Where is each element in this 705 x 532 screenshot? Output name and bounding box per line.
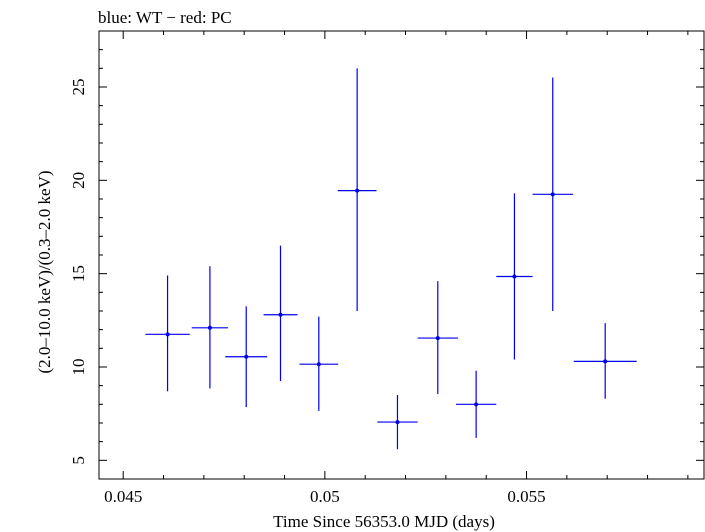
point-marker: [603, 359, 608, 364]
data-point: [337, 68, 377, 311]
data-point: [496, 193, 533, 360]
point-marker: [165, 332, 170, 337]
point-marker: [435, 336, 440, 341]
x-tick-label: 0.045: [104, 487, 142, 506]
data-point: [299, 316, 339, 411]
data-point: [263, 245, 298, 381]
data-point: [455, 370, 497, 438]
x-tick-labels: 0.045 0.05 0.055: [104, 487, 546, 506]
data-point: [573, 323, 637, 399]
data-point: [377, 395, 418, 450]
y-axis-label: (2.0–10.0 keV)/(0.3–2.0 keV): [35, 170, 54, 373]
y-tick-label: 20: [69, 172, 88, 189]
x-axis-label: Time Since 56353.0 MJD (days): [273, 512, 495, 531]
y-tick-label: 15: [69, 265, 88, 282]
point-marker: [316, 362, 321, 367]
axis-ticks: [99, 30, 704, 480]
y-tick-label: 25: [69, 79, 88, 96]
data-point: [225, 306, 268, 408]
point-marker: [278, 312, 283, 317]
x-tick-label: 0.05: [310, 487, 340, 506]
point-marker: [474, 402, 479, 407]
y-tick-label: 5: [69, 456, 88, 465]
data-point: [191, 266, 229, 389]
data-point: [145, 275, 190, 392]
point-marker: [395, 420, 400, 425]
point-marker: [244, 354, 249, 359]
plot-frame: [98, 30, 705, 480]
chart-title: blue: WT − red: PC: [98, 8, 232, 27]
point-marker: [550, 192, 555, 197]
point-marker: [355, 188, 360, 193]
y-tick-labels: 5 10 15 20 25: [69, 79, 88, 465]
x-tick-label: 0.055: [507, 487, 545, 506]
point-marker: [207, 325, 212, 330]
point-marker: [512, 274, 517, 279]
data-point: [417, 281, 458, 395]
data-points: [145, 68, 637, 450]
y-tick-label: 10: [69, 359, 88, 376]
data-point: [532, 77, 573, 311]
